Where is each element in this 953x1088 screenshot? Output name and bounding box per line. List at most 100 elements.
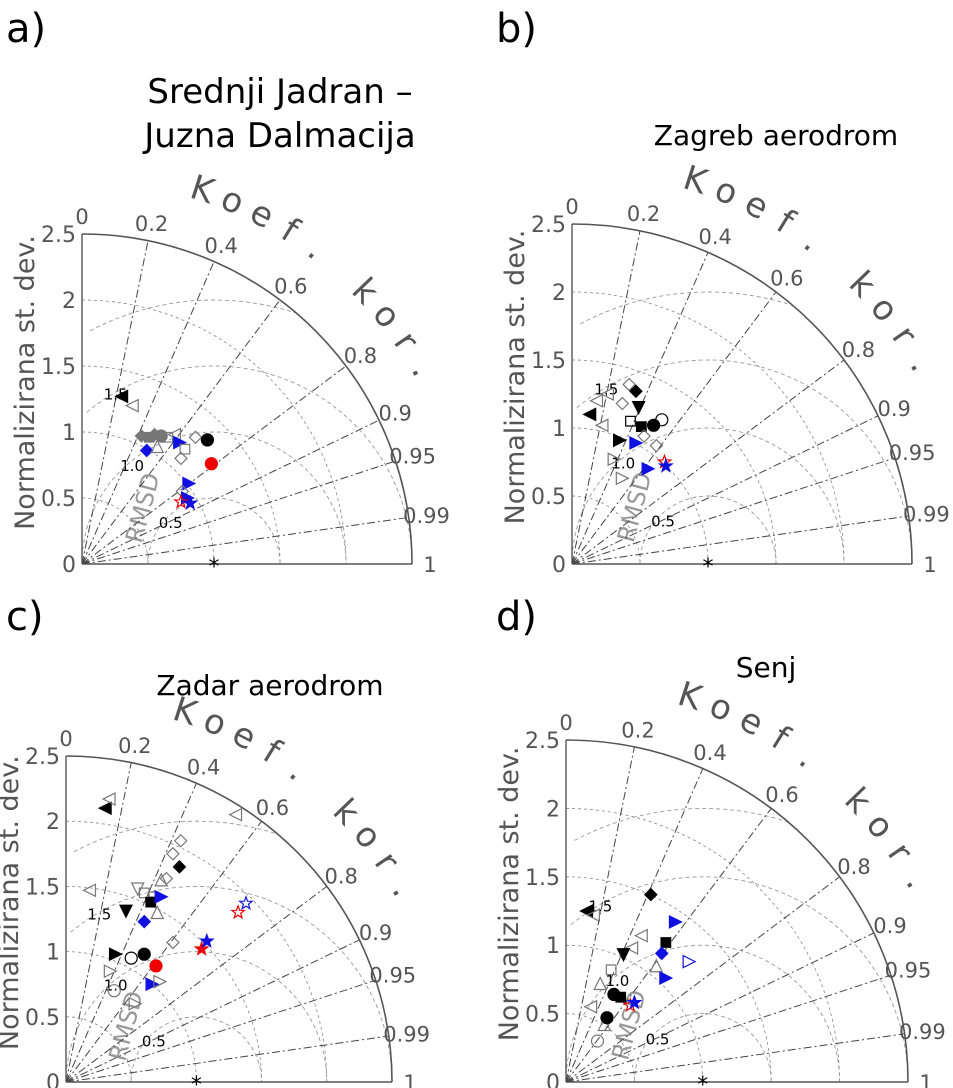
rmsd-contour (576, 359, 913, 565)
corr-ray (81, 240, 149, 565)
std-tick-label: 1.5 (25, 875, 60, 900)
data-point (137, 947, 151, 961)
data-point (130, 882, 145, 897)
data-point (625, 415, 636, 427)
data-point (600, 387, 614, 401)
std-tick-label: 0 (552, 553, 566, 578)
corr-ray (81, 261, 215, 565)
data-point (583, 999, 598, 1014)
data-point (166, 935, 180, 950)
data-point (103, 964, 118, 979)
corr-tick-label: 0.4 (187, 756, 220, 780)
data-point (629, 435, 644, 450)
std-tick-label: 2 (62, 289, 76, 314)
panel-label-a: a) (6, 6, 47, 52)
corr-tick-label: 1 (923, 553, 936, 577)
data-point (188, 430, 203, 445)
corr-tick-label: 0.6 (256, 796, 289, 820)
std-tick-label: 2.5 (41, 223, 76, 248)
corr-tick-label: 0.99 (403, 504, 450, 528)
data-point (626, 994, 643, 1010)
corr-axis-label-char: r (385, 324, 426, 358)
corr-axis-label-char: o (198, 700, 233, 745)
corr-axis-label-char: f (274, 210, 306, 251)
corr-axis-label-char: K (168, 689, 203, 734)
panel-a: a) Srednji Jadran – Juzna Dalmacija 0.5 1… (0, 0, 476, 580)
corr-ray (65, 762, 132, 1083)
data-point (593, 976, 608, 991)
corr-tick-label: 0.95 (889, 441, 936, 465)
corr-axis-label-char: e (733, 699, 770, 744)
rmsd-contour (565, 944, 841, 1083)
std-tick-label: 1 (546, 934, 560, 959)
data-point (174, 451, 188, 466)
corr-tick-label: 0.9 (877, 397, 910, 421)
rmsd-contour (571, 427, 845, 565)
corr-tick-label: 0 (565, 195, 578, 219)
data-point (615, 396, 630, 411)
corr-axis-label-char: f (770, 202, 802, 243)
data-point (101, 792, 116, 807)
data-point (166, 846, 180, 861)
data-point (145, 977, 160, 992)
corr-ray (571, 515, 909, 565)
data-point (107, 984, 121, 998)
data-point (182, 476, 197, 491)
data-point (643, 887, 658, 902)
corr-ray (65, 820, 263, 1083)
data-point (641, 461, 656, 476)
corr-tick-label: 0.99 (899, 1020, 946, 1044)
data-point (613, 433, 627, 448)
rmsd-contour (130, 1016, 263, 1082)
reference-point: * (209, 555, 220, 580)
corr-tick-label: 0.2 (118, 734, 151, 758)
corr-axis-label-char: . (300, 229, 333, 268)
std-axis-label: Normalizirana st. dev. (500, 230, 531, 525)
corr-tick-label: 0.2 (627, 202, 660, 226)
data-point (139, 443, 154, 458)
data-point (597, 1017, 612, 1032)
data-point (647, 418, 661, 432)
panel-d: d) Senj 0.5 1.0 1.5 RMSD 0 0.5 1 1.5 2 2.5 0 0.2 0.4… (476, 544, 952, 1088)
data-point (660, 937, 672, 948)
rmsd-contour (633, 1013, 772, 1082)
std-gridline (65, 951, 197, 1083)
corr-axis-label-char: o (704, 685, 739, 730)
data-point (153, 974, 168, 989)
data-point (633, 928, 648, 943)
corr-tick-label: 0 (59, 727, 72, 751)
data-point (655, 413, 669, 427)
rmsd-contour (81, 431, 347, 565)
corr-ray (565, 974, 892, 1083)
reference-point: * (191, 1073, 202, 1088)
std-tick-label: 2.5 (531, 213, 566, 238)
corr-ray (565, 746, 635, 1083)
data-point (616, 948, 631, 963)
data-point (82, 883, 97, 898)
rmsd-contour (86, 365, 413, 565)
panel-label-b: b) (496, 6, 537, 52)
panel-title-c: Zadar aerodrom (156, 669, 384, 702)
panel-label-d: d) (496, 594, 537, 640)
corr-axis-label-char: . (282, 751, 315, 790)
corr-axis-label-char: o (345, 815, 389, 856)
std-tick-label: 2.5 (25, 745, 60, 770)
data-point (150, 905, 165, 920)
corr-axis-label-char: f (765, 718, 797, 759)
corr-ray (571, 415, 879, 565)
corr-tick-label: 1 (919, 1071, 932, 1088)
corr-tick-label: 0 (75, 205, 88, 229)
rmsd-contour (70, 885, 393, 1083)
rmsd-label: 0.5 (142, 1032, 166, 1050)
corr-axis-label-char: k (841, 264, 884, 306)
std-gridline (571, 291, 845, 565)
data-point (607, 452, 622, 467)
data-point (124, 398, 139, 413)
corr-tick-label: 0.4 (204, 234, 237, 258)
corr-axis-label-char: o (215, 178, 250, 223)
data-point (124, 951, 138, 965)
data-point (228, 807, 243, 822)
rmsd-label: 1.0 (606, 972, 630, 990)
